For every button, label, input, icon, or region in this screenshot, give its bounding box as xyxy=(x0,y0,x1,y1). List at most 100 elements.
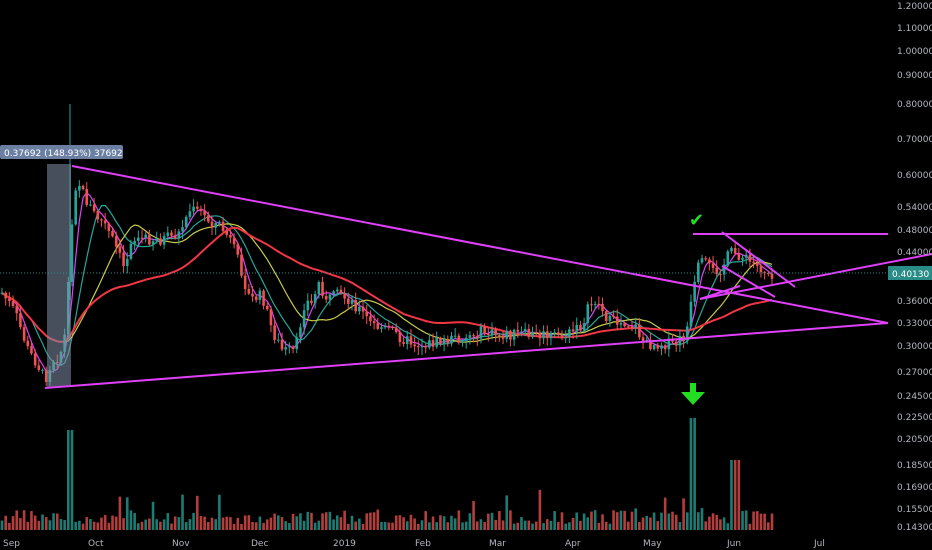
candle-body xyxy=(376,323,380,329)
candle-body xyxy=(30,346,33,354)
measure-tool[interactable]: 0.37692 (148.93%) 37692 xyxy=(0,145,123,387)
candle-body xyxy=(590,304,593,306)
volume-bar xyxy=(453,518,457,530)
candle-body xyxy=(439,337,442,344)
volume-bar xyxy=(527,520,531,530)
volume-bar xyxy=(354,521,357,530)
volume-bar xyxy=(759,513,763,530)
volume-bar xyxy=(593,510,597,530)
volume-bar xyxy=(22,510,26,530)
candle-body xyxy=(44,369,48,383)
volume-bar xyxy=(767,522,770,530)
measure-range-box xyxy=(47,164,71,387)
flag-upper-line[interactable] xyxy=(721,231,796,288)
time-axis[interactable]: Sep Oct Nov Dec 2019 Feb Mar Apr May Jun Jul xyxy=(3,539,825,549)
volume-bar xyxy=(649,517,652,530)
volume-bar xyxy=(420,520,424,530)
volume-bar xyxy=(634,508,637,530)
candle-body xyxy=(387,325,391,327)
volume-bar xyxy=(597,522,601,530)
trendlines[interactable] xyxy=(44,165,932,389)
candle-body xyxy=(741,257,744,260)
candle-body xyxy=(284,347,287,350)
volume-bar xyxy=(667,513,671,530)
candle-body xyxy=(332,291,335,295)
volume-bar xyxy=(177,517,181,530)
volume-bar xyxy=(225,516,229,530)
volume-bar xyxy=(380,521,383,530)
candle-body xyxy=(612,315,615,317)
volume-bar xyxy=(741,511,744,530)
volume-bar xyxy=(509,510,512,530)
price-tick-label: 0.60000 xyxy=(897,171,932,181)
candle-body xyxy=(730,247,733,252)
volume-bar xyxy=(170,523,173,530)
candle-body xyxy=(512,329,516,340)
volume-bar xyxy=(288,523,291,530)
rising-trendline[interactable] xyxy=(699,253,932,300)
candle-body xyxy=(317,282,321,294)
time-tick-label: 2019 xyxy=(333,539,356,549)
candle-body xyxy=(184,216,188,228)
flag-lower-line[interactable] xyxy=(721,265,776,298)
candle-body xyxy=(689,301,693,327)
volume-bar xyxy=(398,515,402,530)
candle-body xyxy=(232,237,236,245)
flag-base-line[interactable] xyxy=(699,285,741,300)
volume-bar xyxy=(689,418,693,530)
triangle-lower-trendline[interactable] xyxy=(44,322,889,389)
volume-bar xyxy=(122,518,125,530)
candle-body xyxy=(545,331,549,339)
candle-body xyxy=(354,299,357,312)
candle-body xyxy=(627,326,630,328)
volume-bar xyxy=(151,501,155,530)
candle-body xyxy=(649,339,652,350)
candle-body xyxy=(557,332,560,336)
candle-body xyxy=(288,346,291,348)
volume-bar xyxy=(575,512,579,530)
volume-bar xyxy=(678,522,682,530)
price-axis[interactable]: 1.20000 1.10000 1.00000 0.90000 0.80000 0.700… xyxy=(897,2,932,533)
volume-bar xyxy=(490,512,494,530)
volume-bar xyxy=(468,513,472,530)
candle-body xyxy=(236,244,240,255)
check-mark-annotation: ✔ xyxy=(689,210,704,231)
candle-body xyxy=(96,211,100,220)
volume-bar xyxy=(763,513,766,530)
last-price-value: 0.40130 xyxy=(892,270,929,280)
candle-body xyxy=(321,282,324,296)
candle-body xyxy=(770,273,774,279)
candle-body xyxy=(195,206,199,209)
volume-bar xyxy=(313,522,317,530)
candle-body xyxy=(155,238,159,242)
price-tick-label: 0.70000 xyxy=(897,135,932,145)
volume-bar xyxy=(81,523,85,530)
candle-body xyxy=(89,204,92,206)
volume-bar xyxy=(498,511,501,530)
volume-bar xyxy=(210,517,214,530)
volume-bar xyxy=(402,517,405,530)
volume-bar xyxy=(612,510,615,530)
volume-bar xyxy=(722,517,726,530)
volume-bar xyxy=(652,512,656,530)
moving-average-line xyxy=(1,223,773,343)
volume-bar xyxy=(280,517,284,530)
volume-bar xyxy=(638,521,641,530)
candle-body xyxy=(615,316,619,325)
candle-body xyxy=(144,234,147,238)
volume-bar xyxy=(697,512,700,530)
volume-bar xyxy=(63,520,66,530)
volume-bar xyxy=(365,513,369,530)
price-tick-label: 0.48000 xyxy=(897,226,932,236)
triangle-upper-trendline[interactable] xyxy=(71,165,889,324)
volume-bar xyxy=(33,515,37,530)
volume-bar xyxy=(494,519,497,530)
candle-body xyxy=(107,223,111,231)
candle-body xyxy=(26,340,30,347)
candle-body xyxy=(258,290,262,300)
candle-body xyxy=(310,300,313,304)
candle-body xyxy=(490,329,494,335)
volume-bar xyxy=(155,519,159,530)
candle-body xyxy=(685,326,689,341)
